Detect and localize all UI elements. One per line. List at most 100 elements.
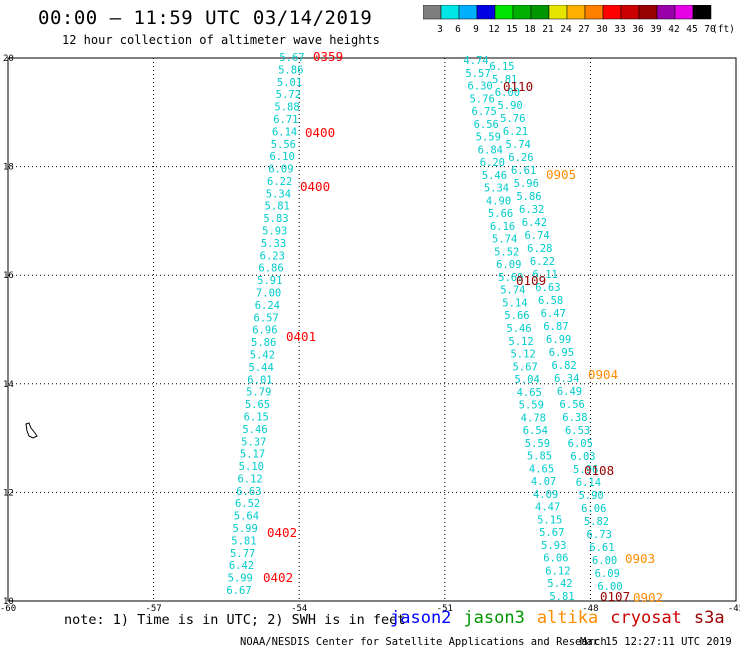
wave-height-east-b: 6.99 (546, 334, 571, 346)
wave-height-west: 5.86 (251, 337, 276, 349)
wave-height-east-b: 6.73 (587, 529, 612, 541)
wave-height-east-a: 5.15 (537, 514, 562, 526)
x-tick-label: -60 (0, 604, 16, 614)
wave-height-west: 5.01 (277, 77, 302, 89)
wave-height-east-a: 5.42 (547, 578, 572, 590)
wave-height-east-a: 5.66 (504, 310, 529, 322)
wave-height-east-b: 6.00 (597, 581, 622, 593)
pass-time-label: 0109 (516, 273, 546, 288)
wave-height-west: 6.23 (260, 250, 285, 262)
satellite-legend-item: s3a (693, 608, 725, 628)
wave-height-west: 6.09 (268, 164, 293, 176)
wave-height-east-b: 6.11 (533, 269, 558, 281)
pass-time-label: 0108 (584, 463, 614, 478)
wave-height-east-b: 6.42 (522, 217, 547, 229)
wave-height-east-b: 6.74 (524, 230, 549, 242)
wave-height-west: 5.37 (241, 436, 266, 448)
wave-height-east-b: 5.96 (514, 178, 539, 190)
wave-height-west: 5.99 (233, 523, 258, 535)
satellite-legend-item: jason2 (390, 608, 452, 628)
wave-height-east-b: 6.53 (565, 425, 590, 437)
wave-height-west: 5.93 (262, 226, 287, 238)
wave-height-east-a: 6.30 (467, 81, 492, 93)
wave-height-east-b: 6.06 (581, 503, 606, 515)
wave-height-east-b: 6.22 (530, 256, 555, 268)
wave-height-east-a: 5.14 (502, 297, 527, 309)
wave-height-east-b: 5.96 (573, 464, 598, 476)
color-scale-tick: 15 (506, 24, 517, 35)
satellite-legend-item: cryosat (610, 608, 682, 628)
color-scale-unit: (ft) (712, 24, 735, 35)
color-scale-tick: 45 (686, 24, 697, 35)
wave-height-east-a: 5.74 (500, 285, 525, 297)
wave-height-east-b: 6.05 (568, 438, 593, 450)
wave-height-east-b: 6.32 (519, 204, 544, 216)
color-scale-tick: 42 (668, 24, 679, 35)
wave-height-west: 6.10 (269, 151, 294, 163)
satellite-legend-item: jason3 (463, 608, 525, 628)
wave-height-east-b: 6.21 (503, 126, 528, 138)
color-scale-tick: 18 (524, 24, 536, 35)
units-note: note: 1) Time is in UTC; 2) SWH is in fe… (64, 612, 406, 628)
wave-height-west: 5.88 (274, 102, 299, 114)
pass-time-label: 0110 (503, 79, 533, 94)
pass-time-label: 0400 (300, 179, 330, 194)
wave-height-west: 5.83 (263, 213, 288, 225)
wave-height-west: 5.72 (276, 89, 301, 101)
wave-height-west: 5.17 (240, 449, 265, 461)
wave-height-west: 5.99 (228, 573, 253, 585)
pass-time-label: 0107 (600, 589, 630, 604)
wave-height-east-a: 6.16 (490, 221, 515, 233)
map-frame (7, 57, 737, 602)
wave-height-west: 6.01 (247, 374, 272, 386)
wave-height-west: 5.67 (279, 52, 304, 64)
wave-height-east-a: 5.04 (515, 374, 540, 386)
wave-height-west: 5.64 (234, 511, 259, 523)
wave-height-west: 7.00 (256, 288, 281, 300)
wave-height-east-a: 4.65 (529, 463, 554, 475)
wave-height-west: 5.79 (246, 387, 271, 399)
color-scale-tick: 3 (437, 24, 443, 35)
wave-height-east-a: 5.69 (498, 272, 523, 284)
wave-height-east-a: 5.46 (506, 323, 531, 335)
wave-height-west: 5.65 (245, 399, 270, 411)
pass-time-label: 0402 (263, 570, 293, 585)
page-subtitle: 12 hour collection of altimeter wave hei… (62, 33, 380, 47)
wave-height-east-a: 5.52 (494, 246, 519, 258)
wave-height-east-b: 5.86 (516, 191, 541, 203)
satellite-legend-item: altika (536, 608, 599, 628)
wave-height-east-b: 6.26 (508, 152, 533, 164)
color-scale-tick: 21 (542, 24, 554, 35)
wave-height-west: 6.96 (252, 325, 277, 337)
wave-height-east-a: 5.67 (512, 361, 537, 373)
wave-height-east-a: 5.12 (510, 349, 535, 361)
color-scale-tick: 12 (488, 24, 499, 35)
pass-time-label: 0400 (305, 125, 335, 140)
wave-height-east-b: 6.09 (595, 568, 620, 580)
wave-height-east-b: 5.74 (506, 139, 531, 151)
wave-height-west: 6.24 (255, 300, 280, 312)
wave-height-east-a: 4.90 (486, 195, 511, 207)
wave-height-east-a: 4.78 (521, 412, 546, 424)
wave-height-east-a: 5.59 (519, 400, 544, 412)
wave-height-east-b: 6.61 (589, 542, 614, 554)
footer-credit: NOAA/NESDIS Center for Satellite Applica… (240, 636, 607, 648)
wave-height-east-a: 5.66 (488, 208, 513, 220)
wave-height-west: 5.81 (231, 535, 256, 547)
wave-height-east-a: 4.47 (535, 502, 560, 514)
pass-time-label: 0401 (286, 329, 316, 344)
wave-height-east-a: 6.56 (474, 119, 499, 131)
page-title: 00:00 – 11:59 UTC 03/14/2019 (38, 7, 373, 29)
wave-height-west: 6.14 (272, 126, 297, 138)
wave-height-east-a: 5.67 (539, 527, 564, 539)
color-scale-tick: 6 (455, 24, 461, 35)
wave-height-east-b: 6.56 (560, 399, 585, 411)
wave-height-east-b: 5.90 (497, 100, 522, 112)
wave-height-west: 6.15 (244, 411, 269, 423)
wave-height-east-a: 5.59 (525, 438, 550, 450)
pass-time-label: 0359 (313, 49, 343, 64)
wave-height-east-b: 6.38 (562, 412, 587, 424)
wave-height-east-b: 6.34 (554, 373, 579, 385)
wave-height-east-a: 5.46 (482, 170, 507, 182)
